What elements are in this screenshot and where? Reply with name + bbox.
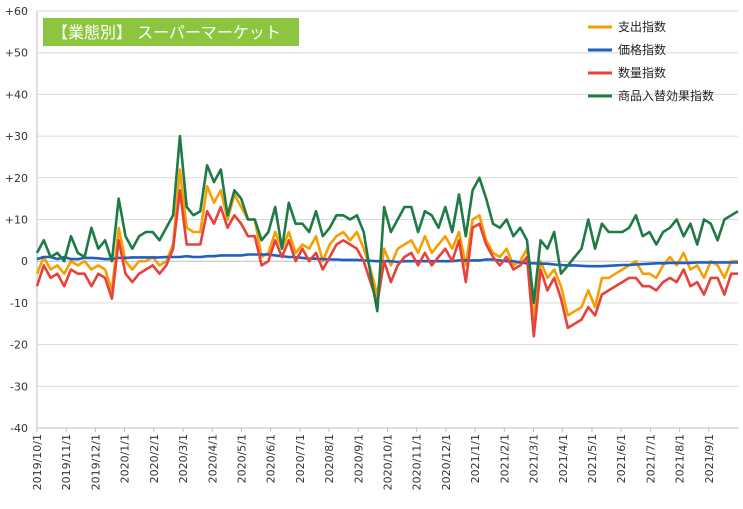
series-line-2 <box>35 189 738 338</box>
legend-label: 支出指数 <box>618 19 666 34</box>
chart-title: 【業態別】 スーパーマーケット <box>52 23 281 42</box>
x-tick-label: 2020/10/1 <box>382 434 395 490</box>
x-tick-label: 2020/5/1 <box>235 434 248 483</box>
y-tick-label: -10 <box>10 297 28 310</box>
x-axis-tick-labels: 2019/10/1 2019/11/1 2019/12/1 2020/1/1 2020/… <box>31 434 716 490</box>
x-tick-label: 2020/3/1 <box>177 434 190 483</box>
x-tick-label: 2019/10/1 <box>31 434 44 490</box>
legend-label: 商品入替効果指数 <box>618 88 714 103</box>
y-tick-label: +30 <box>5 130 28 143</box>
x-tick-label: 2019/12/1 <box>89 434 102 490</box>
legend-label: 価格指数 <box>618 42 666 57</box>
x-tick-label: 2021/6/1 <box>615 434 628 483</box>
x-tick-label: 2020/6/1 <box>265 434 278 483</box>
series-lines <box>35 134 739 338</box>
x-tick-label: 2021/5/1 <box>586 434 599 483</box>
x-tick-label: 2020/9/1 <box>352 434 365 483</box>
x-tick-label: 2021/1/1 <box>469 434 482 483</box>
x-tick-label: 2020/4/1 <box>206 434 219 483</box>
chart-title-box: 【業態別】 スーパーマーケット <box>43 18 299 46</box>
x-tick-label: 2021/3/1 <box>528 434 541 483</box>
x-tick-label: 2021/7/1 <box>644 434 657 483</box>
y-axis-tick-labels: -40 -30 -20 -10 0 +10 +20 +30 +40 +50 +60 <box>5 5 28 435</box>
chart-title-background <box>43 18 299 46</box>
x-tick-label: 2021/9/1 <box>703 434 716 483</box>
x-tick-label: 2021/8/1 <box>674 434 687 483</box>
x-tick-label: 2020/2/1 <box>148 434 161 483</box>
x-tick-label: 2020/12/1 <box>440 434 453 490</box>
y-tick-label: +50 <box>5 47 28 60</box>
y-tick-label: -20 <box>10 339 28 352</box>
x-tick-label: 2020/8/1 <box>323 434 336 483</box>
series-line-0 <box>35 168 738 321</box>
y-tick-label: +10 <box>5 214 28 227</box>
series-line-1 <box>36 253 738 268</box>
y-tick-label: +20 <box>5 172 28 185</box>
x-tick-label: 2021/4/1 <box>557 434 570 483</box>
y-tick-label: 0 <box>21 255 28 268</box>
legend-label: 数量指数 <box>618 65 666 80</box>
y-tick-label: +60 <box>5 5 28 18</box>
x-tick-label: 2021/2/1 <box>498 434 511 483</box>
x-tick-label: 2020/1/1 <box>119 434 132 483</box>
x-tick-label: 2019/11/1 <box>60 434 73 490</box>
x-tick-label: 2020/11/1 <box>411 434 424 490</box>
y-tick-label: +40 <box>5 88 28 101</box>
x-tick-label: 2020/7/1 <box>294 434 307 483</box>
y-tick-label: -40 <box>10 422 28 435</box>
y-tick-label: -30 <box>10 380 28 393</box>
series-line-3 <box>35 134 739 313</box>
